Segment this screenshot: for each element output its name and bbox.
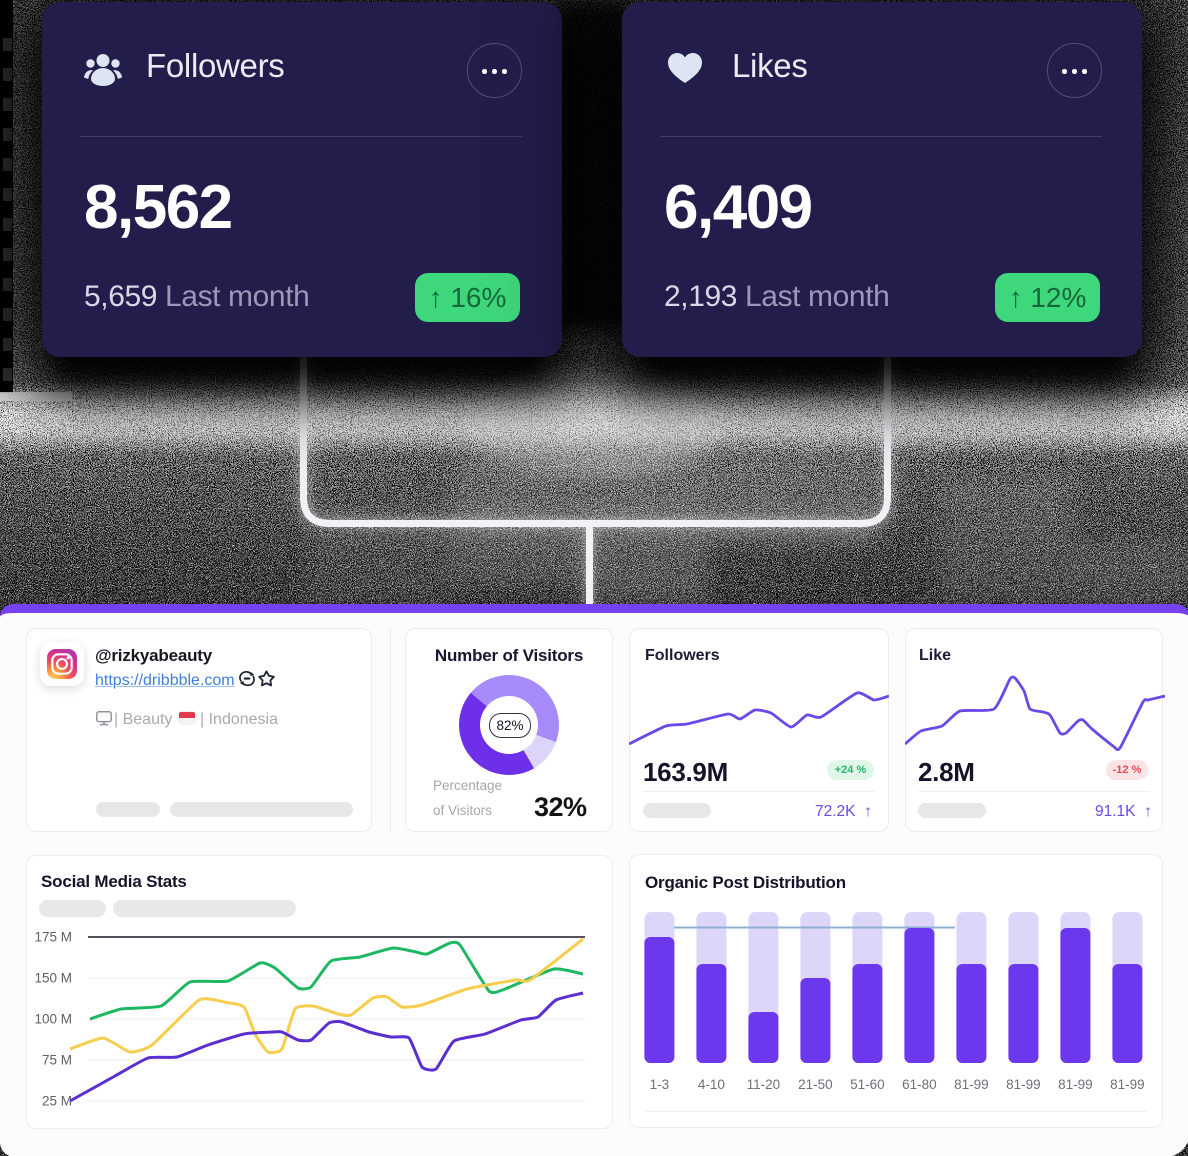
svg-text:25 M: 25 M: [42, 1094, 72, 1109]
svg-text:21-50: 21-50: [798, 1077, 833, 1092]
svg-text:51-60: 51-60: [850, 1077, 885, 1092]
svg-text:81-99: 81-99: [1058, 1077, 1093, 1092]
svg-text:11-20: 11-20: [747, 1077, 781, 1092]
svg-text:81-99: 81-99: [954, 1077, 989, 1092]
svg-text:61-80: 61-80: [902, 1077, 937, 1092]
svg-text:150 M: 150 M: [34, 971, 72, 986]
svg-text:75 M: 75 M: [42, 1053, 72, 1068]
svg-text:100 M: 100 M: [34, 1012, 72, 1027]
svg-text:4-10: 4-10: [698, 1077, 725, 1092]
svg-text:81-99: 81-99: [1110, 1077, 1145, 1092]
svg-text:81-99: 81-99: [1006, 1077, 1041, 1092]
svg-text:1-3: 1-3: [650, 1077, 670, 1092]
svg-text:175 M: 175 M: [34, 930, 72, 945]
